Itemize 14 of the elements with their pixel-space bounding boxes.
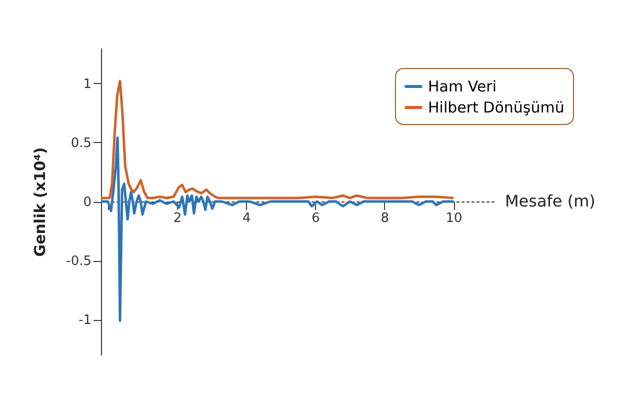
legend-label: Hilbert Dönüşümü [428, 98, 564, 116]
legend-label: Ham Veri [428, 78, 497, 96]
x-axis-title: Mesafe (m) [505, 192, 596, 210]
x-tick-label: 8 [380, 211, 390, 226]
y-tick-label: 0 [83, 195, 92, 210]
y-tick-label: -1 [78, 313, 92, 328]
x-tick-label: 6 [312, 211, 320, 226]
x-tick-label: 10 [446, 211, 462, 226]
y-tick-label: 1 [83, 76, 92, 92]
y-tick-label: -0.5 [66, 254, 92, 270]
x-tick-label: 2 [173, 211, 182, 226]
x-tick-label: 4 [242, 211, 251, 226]
y-tick-label: 0.5 [70, 136, 92, 151]
y-axis-title: Genlik (x10⁴) [31, 147, 50, 257]
